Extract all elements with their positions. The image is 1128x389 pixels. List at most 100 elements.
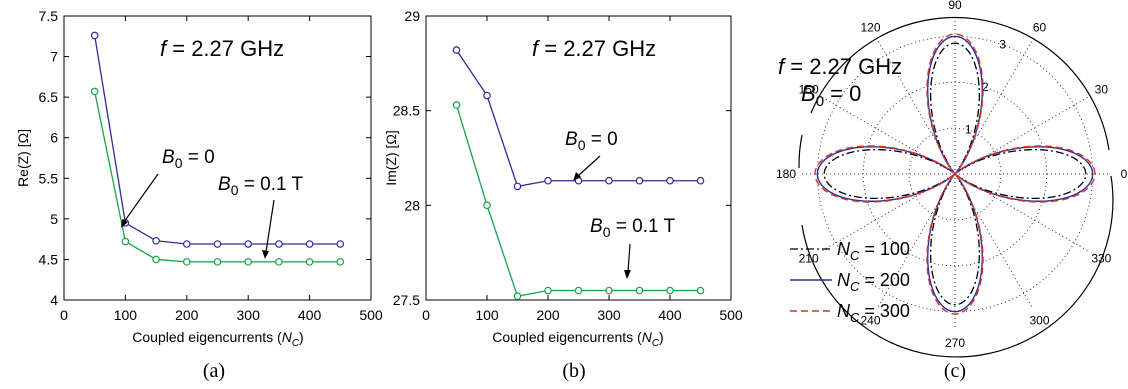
data-point xyxy=(635,176,644,185)
tick-marks-b xyxy=(425,15,732,301)
data-point xyxy=(305,240,314,248)
x-tick-label: 500 xyxy=(719,307,743,323)
legend-label-n300: NC = 300 xyxy=(837,301,910,325)
y-tick-label: 27.5 xyxy=(393,292,420,308)
data-point xyxy=(183,240,191,248)
data-point xyxy=(666,176,674,185)
y-axis-label-a: Re(Z) [Ω] xyxy=(15,129,31,187)
data-point xyxy=(605,176,613,185)
data-point xyxy=(544,176,552,185)
data-point xyxy=(635,286,644,295)
chart-title-c: f = 2.27 GHz xyxy=(778,54,902,79)
arrowhead-b0-point1-b xyxy=(624,270,631,279)
data-point xyxy=(244,240,253,248)
data-point xyxy=(696,286,705,295)
data-point xyxy=(213,258,222,266)
polar-angle-label: 300 xyxy=(1029,313,1049,327)
x-tick-labels-a: 0 100 200 300 400 500 xyxy=(60,307,383,323)
series-b xyxy=(452,46,705,301)
x-axis-label-a: Coupled eigencurrents (NC) xyxy=(132,329,303,349)
polar-angle-label: 270 xyxy=(945,336,965,350)
polar-grid-circle xyxy=(908,127,1002,221)
chart-title-b: f = 2.27 GHz xyxy=(532,36,656,61)
y-tick-label: 4 xyxy=(50,292,58,308)
panel-b: 0 100 200 300 400 500 27.5 28 28.5 29 f = 2.27 G… xyxy=(383,8,743,382)
y-tick-label: 28 xyxy=(404,197,420,213)
y-tick-label: 29 xyxy=(404,8,420,24)
x-axis-label-b: Coupled eigencurrents (NC) xyxy=(492,329,663,349)
polar-series-line-n100 xyxy=(823,42,1087,306)
legend-label-n100: NC = 100 xyxy=(837,239,910,263)
data-point xyxy=(336,240,345,248)
chart-subtitle-c: B0 = 0 xyxy=(801,81,861,110)
polar-outer-arc-bottom xyxy=(801,175,1114,358)
polar-angle-labels: 0 30 60 90 120 150 180 210 240 270 300 330 xyxy=(776,0,1128,350)
x-tick-label: 200 xyxy=(536,307,560,323)
annotation-b0-zero-a: B0 = 0 xyxy=(162,147,215,171)
data-point xyxy=(183,258,191,266)
data-point xyxy=(666,286,674,295)
data-point xyxy=(275,240,283,248)
polar-angle-label: 330 xyxy=(1091,252,1111,266)
y-tick-label: 28.5 xyxy=(393,103,420,119)
polar-angle-label: 240 xyxy=(860,313,880,327)
polar-series xyxy=(814,33,1096,315)
annotation-b0-point1-a: B0 = 0.1 T xyxy=(218,174,303,198)
polar-angle-label: 60 xyxy=(1033,21,1047,35)
polar-series-line-n300 xyxy=(814,33,1096,315)
data-point xyxy=(336,258,345,266)
polar-angle-label: 0 xyxy=(1121,167,1128,181)
y-tick-labels-a: 4 4.5 5 5.5 6 6.5 7 7.5 xyxy=(39,8,59,308)
chart-title-a: f = 2.27 GHz xyxy=(160,36,284,61)
caption-c: (c) xyxy=(944,360,966,382)
data-point xyxy=(452,46,461,54)
y-tick-label: 5.5 xyxy=(39,170,59,186)
legend-label-n200: NC = 200 xyxy=(837,270,910,294)
legend-c: NC = 100 NC = 200 NC = 300 xyxy=(790,239,910,325)
polar-angle-label: 210 xyxy=(799,252,819,266)
caption-a: (a) xyxy=(203,360,225,382)
arrowhead-b0-zero-b xyxy=(573,172,581,181)
arrow-b0-point1-b xyxy=(627,243,631,273)
data-point xyxy=(121,237,130,246)
y-tick-label: 7 xyxy=(50,49,58,65)
x-tick-label: 200 xyxy=(175,307,199,323)
x-tick-label: 400 xyxy=(658,307,682,323)
data-point xyxy=(513,182,522,191)
panel-c: 0 30 60 90 120 150 180 210 240 270 300 330 1 2 3 f = … xyxy=(776,0,1128,382)
arrow-b0-zero-b xyxy=(577,155,601,177)
arrowhead-b0-point1-a xyxy=(262,250,269,259)
x-tick-label: 500 xyxy=(359,307,383,323)
x-tick-label: 400 xyxy=(298,307,322,323)
data-point xyxy=(452,101,461,109)
polar-radial-label: 3 xyxy=(999,37,1006,51)
data-point xyxy=(213,240,222,248)
y-tick-label: 4.5 xyxy=(39,251,59,267)
polar-angle-label: 120 xyxy=(860,21,880,35)
data-point xyxy=(275,258,283,266)
arrowhead-b0-zero-a xyxy=(121,219,128,228)
y-tick-labels-b: 27.5 28 28.5 29 xyxy=(393,8,420,308)
data-point xyxy=(574,286,583,295)
caption-b: (b) xyxy=(562,360,585,382)
polar-outer-arc-top xyxy=(810,16,1110,151)
polar-radial-label: 1 xyxy=(965,122,972,136)
data-point xyxy=(90,87,99,96)
tick-marks-a xyxy=(63,15,372,301)
polar-outer-arc-left xyxy=(798,134,803,169)
data-point xyxy=(483,91,491,100)
polar-angle-label: 150 xyxy=(799,83,819,97)
data-point xyxy=(483,201,491,210)
x-tick-label: 0 xyxy=(422,307,430,323)
data-point xyxy=(152,236,160,245)
x-tick-label: 0 xyxy=(60,307,68,323)
y-tick-label: 6 xyxy=(50,130,58,146)
x-tick-labels-b: 0 100 200 300 400 500 xyxy=(422,307,743,323)
polar-angle-label: 90 xyxy=(948,0,962,12)
annotation-b0-point1-b: B0 = 0.1 T xyxy=(590,216,675,240)
data-point xyxy=(244,258,253,266)
polar-angle-label: 30 xyxy=(1095,83,1109,97)
y-axis-label-b: Im(Z) [Ω] xyxy=(383,130,399,186)
x-tick-label: 300 xyxy=(237,307,261,323)
